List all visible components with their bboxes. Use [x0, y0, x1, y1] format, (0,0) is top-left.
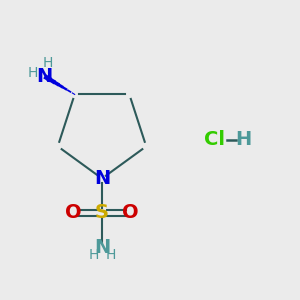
Text: N: N [37, 67, 53, 86]
Text: H: H [43, 56, 53, 70]
Text: S: S [95, 203, 109, 223]
Text: N: N [94, 238, 110, 257]
Text: H: H [105, 248, 116, 262]
Text: H: H [28, 66, 38, 80]
Text: O: O [122, 203, 139, 223]
Text: H: H [88, 248, 99, 262]
Text: Cl: Cl [204, 130, 225, 149]
Text: N: N [94, 169, 110, 188]
Text: H: H [235, 130, 251, 149]
Text: O: O [65, 203, 82, 223]
